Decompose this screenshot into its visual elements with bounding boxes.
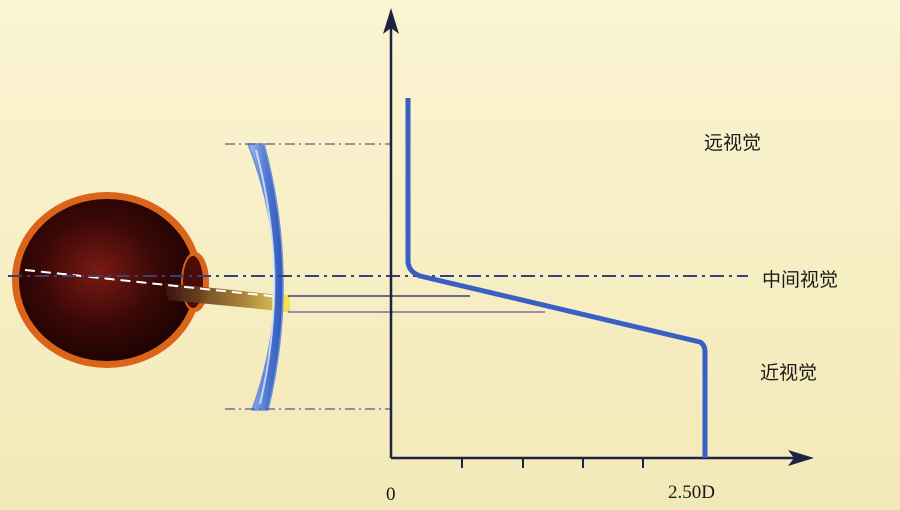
intermediate-vision-label: 中间视觉	[762, 269, 839, 291]
power-curve	[405, 98, 708, 458]
eye-icon	[12, 192, 209, 368]
x-axis-arrow	[788, 450, 814, 466]
primary-gaze-line	[24, 269, 281, 298]
x-axis-ticks	[461, 458, 644, 468]
sight-beam	[165, 283, 290, 312]
lens-icon	[246, 143, 284, 411]
x-axis-start-label: 0	[386, 484, 396, 505]
far-vision-label: 远视觉	[704, 132, 762, 154]
near-vision-label: 近视觉	[760, 362, 818, 384]
y-axis-arrow	[383, 8, 399, 34]
x-axis-end-label: 2.50D	[668, 482, 715, 503]
